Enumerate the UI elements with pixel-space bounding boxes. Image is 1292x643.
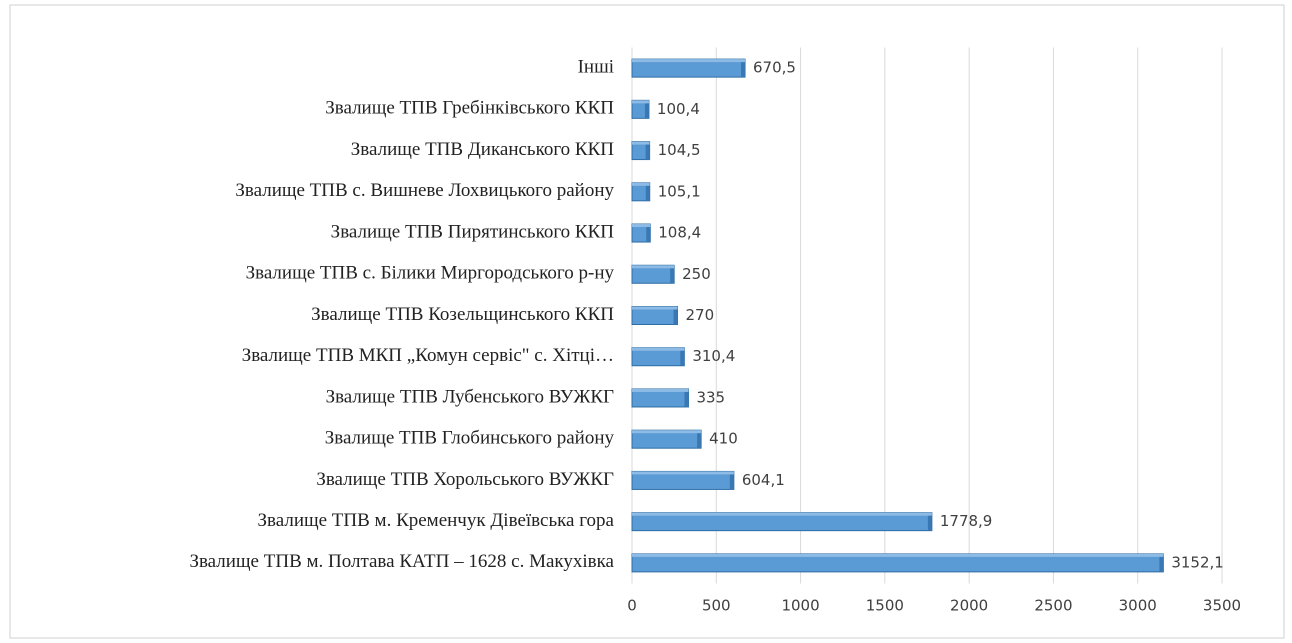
x-tick-label: 1500 [866, 597, 904, 615]
bar [631, 306, 679, 325]
y-tick-label: Звалище ТПВ м. Полтава КАТП – 1628 с. Ма… [189, 551, 614, 572]
y-tick-label: Інші [578, 56, 614, 77]
bar-face [673, 306, 678, 325]
bar [631, 429, 702, 449]
bar-face [697, 430, 702, 449]
bar-face [632, 512, 932, 516]
bar-face [632, 265, 675, 269]
data-label: 3152,1 [1171, 553, 1224, 571]
bar [631, 512, 933, 532]
data-label: 604,1 [742, 471, 785, 489]
bar-face [632, 388, 689, 392]
bar [631, 223, 651, 243]
bar-face [645, 141, 650, 160]
bar [631, 141, 651, 161]
bar-face [645, 182, 650, 201]
y-tick-label: Звалище ТПВ Гребінківського ККП [325, 98, 614, 119]
bar-face [670, 265, 675, 284]
bar [631, 470, 735, 490]
y-tick-label: Звалище ТПВ Козельщинського ККП [311, 304, 614, 325]
x-tick-label: 2000 [950, 597, 988, 615]
bar [631, 58, 746, 78]
x-tick-label: 2500 [1034, 597, 1072, 615]
x-tick-label: 1000 [781, 597, 819, 615]
y-tick-label: Звалище ТПВ МКП „Комун сервіс" с. Хітці… [242, 345, 614, 366]
data-label: 250 [682, 265, 711, 283]
data-label: 310,4 [692, 347, 735, 365]
bar-face [680, 347, 685, 366]
bar [631, 553, 1164, 573]
data-label: 100,4 [657, 100, 700, 118]
y-tick-label: Звалище ТПВ с. Вишневе Лохвицького район… [235, 180, 614, 201]
bar-face [644, 100, 649, 119]
data-label: 105,1 [658, 182, 701, 200]
y-tick-label: Звалище ТПВ с. Білики Миргородського р-н… [246, 263, 615, 284]
x-tick-label: 3000 [1119, 597, 1157, 615]
bar-face [632, 347, 685, 351]
data-label: 104,5 [658, 141, 701, 159]
bar-face [1159, 553, 1164, 572]
y-tick-label: Звалище ТПВ Диканського ККП [351, 139, 615, 160]
bar-face [741, 59, 746, 78]
y-tick-label: Звалище ТПВ м. Кременчук Дівеївська гора [258, 510, 615, 531]
data-label: 1778,9 [940, 512, 993, 530]
bar-face [729, 471, 734, 490]
bar-face [632, 100, 649, 104]
data-label: 270 [686, 306, 715, 324]
bar-face [632, 182, 650, 186]
y-tick-label: Звалище ТПВ Хорольського ВУЖКГ [316, 469, 614, 490]
bar-face [632, 553, 1164, 557]
bar-face [632, 430, 702, 434]
bar-face [632, 59, 746, 63]
x-tick-label: 3500 [1203, 597, 1241, 615]
data-label: 670,5 [753, 59, 796, 77]
bar-face [632, 306, 678, 310]
bar-face [632, 141, 650, 145]
bar [631, 388, 689, 408]
data-label: 410 [709, 430, 738, 448]
bar [631, 347, 685, 367]
y-tick-label: Звалище ТПВ Пирятинського ККП [331, 221, 615, 242]
bar [631, 264, 675, 284]
bar [631, 182, 651, 202]
bar-face [646, 224, 651, 243]
x-tick-label: 0 [627, 597, 637, 615]
data-label: 335 [696, 388, 725, 406]
data-label: 108,4 [658, 224, 701, 242]
y-tick-label: Звалище ТПВ Глобинського району [325, 428, 615, 449]
bar-face [632, 224, 651, 228]
bar-face [684, 388, 689, 407]
y-tick-label: Звалище ТПВ Лубенського ВУЖКГ [326, 386, 614, 407]
bar-face [927, 512, 932, 531]
bar-face [632, 471, 734, 475]
bar [631, 99, 650, 119]
x-tick-label: 500 [702, 597, 731, 615]
